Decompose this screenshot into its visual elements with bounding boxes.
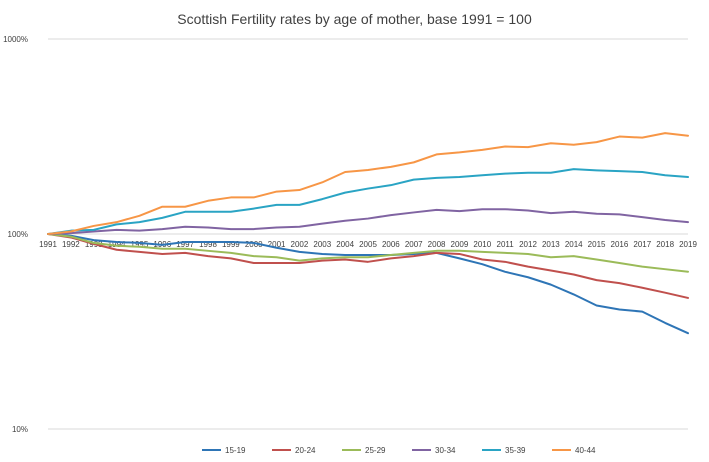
x-tick-label: 2009 <box>451 240 469 249</box>
legend-label: 15-19 <box>225 446 246 455</box>
x-tick-label: 1995 <box>131 240 149 249</box>
y-tick-label: 1000% <box>3 35 28 44</box>
x-tick-label: 2001 <box>268 240 286 249</box>
x-tick-label: 1998 <box>199 240 217 249</box>
x-tick-label: 2016 <box>611 240 629 249</box>
series-line-20-24 <box>47 233 689 299</box>
x-tick-label: 2019 <box>679 240 697 249</box>
legend-label: 40-44 <box>575 446 596 455</box>
x-tick-label: 2018 <box>656 240 674 249</box>
x-tick-label: 2011 <box>497 240 515 249</box>
plot-area <box>47 132 689 335</box>
series-line-15-19 <box>47 233 689 335</box>
x-tick-label: 2008 <box>428 240 446 249</box>
x-tick-label: 2000 <box>245 240 263 249</box>
x-tick-label: 1992 <box>62 240 80 249</box>
chart-title: Scottish Fertility rates by age of mothe… <box>177 11 532 27</box>
gridlines <box>48 38 688 430</box>
x-tick-label: 2010 <box>473 240 491 249</box>
x-axis: 1991 1992 1993 1994 1995 1996 1997 1998 1999 2000… <box>39 240 697 249</box>
x-tick-label: 2004 <box>336 240 354 249</box>
x-tick-label: 2007 <box>405 240 423 249</box>
legend-label: 25-29 <box>365 446 386 455</box>
x-tick-label: 1991 <box>39 240 57 249</box>
x-tick-label: 2012 <box>519 240 537 249</box>
legend: 15-19 20-24 25-29 30-34 35-39 40-44 <box>202 446 596 455</box>
legend-label: 35-39 <box>505 446 526 455</box>
y-axis: 1000% 100% 10% <box>3 35 28 434</box>
series-line-30-34 <box>47 208 689 235</box>
legend-item-30-34: 30-34 <box>412 446 456 455</box>
series-line-35-39 <box>47 168 689 235</box>
legend-item-15-19: 15-19 <box>202 446 246 455</box>
legend-label: 30-34 <box>435 446 456 455</box>
legend-item-25-29: 25-29 <box>342 446 386 455</box>
x-tick-label: 2014 <box>565 240 583 249</box>
y-tick-label: 100% <box>8 230 28 239</box>
legend-item-35-39: 35-39 <box>482 446 526 455</box>
y-tick-label: 10% <box>12 425 28 434</box>
legend-label: 20-24 <box>295 446 316 455</box>
legend-item-20-24: 20-24 <box>272 446 316 455</box>
x-tick-label: 2002 <box>291 240 309 249</box>
x-tick-label: 2013 <box>542 240 560 249</box>
x-tick-label: 1997 <box>176 240 194 249</box>
legend-item-40-44: 40-44 <box>552 446 596 455</box>
x-tick-label: 2003 <box>313 240 331 249</box>
x-tick-label: 2006 <box>382 240 400 249</box>
x-tick-label: 2015 <box>588 240 606 249</box>
x-tick-label: 1999 <box>222 240 240 249</box>
series-line-25-29 <box>47 233 689 273</box>
series-line-40-44 <box>47 132 689 235</box>
x-tick-label: 2017 <box>633 240 651 249</box>
x-tick-label: 2005 <box>359 240 377 249</box>
x-tick-label: 1994 <box>108 240 126 249</box>
